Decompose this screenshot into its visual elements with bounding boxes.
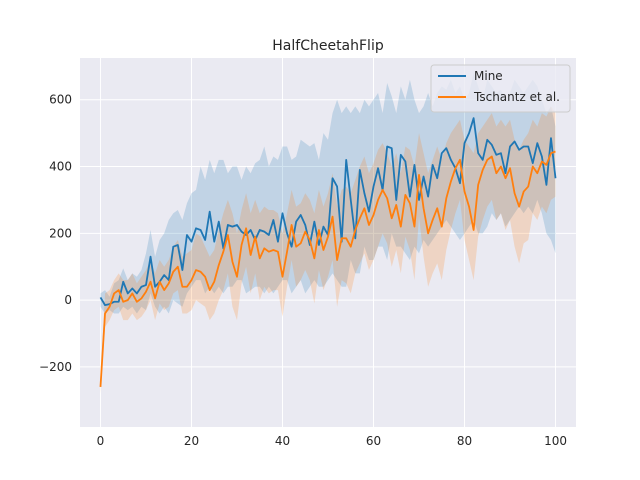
y-axis-ticks: −200 0 200 400 600: [39, 93, 72, 374]
legend-label-mine: Mine: [474, 69, 503, 83]
y-tick-label: 600: [49, 93, 72, 107]
confidence-bands: [100, 73, 556, 394]
y-tick-label: 0: [64, 293, 72, 307]
x-tick-label: 60: [366, 434, 381, 448]
band-series-0: [100, 73, 556, 314]
legend[interactable]: Mine Tschantz et al.: [430, 64, 571, 113]
legend-label-tschantz: Tschantz et al.: [473, 90, 560, 104]
y-tick-label: 400: [49, 160, 72, 174]
band-series-1: [100, 106, 556, 394]
chart-title: HalfCheetahFlip: [272, 38, 384, 54]
x-tick-label: 80: [457, 434, 472, 448]
series-lines: [99, 117, 557, 387]
x-tick-label: 20: [184, 434, 199, 448]
x-tick-label: 0: [97, 434, 105, 448]
x-axis-ticks: 0 20 40 60 80 100: [97, 434, 567, 448]
grid: [80, 58, 576, 427]
x-tick-label: 40: [275, 434, 290, 448]
x-tick-label: 100: [544, 434, 567, 448]
plot-area: [80, 58, 576, 427]
y-tick-label: −200: [39, 360, 72, 374]
y-tick-label: 200: [49, 226, 72, 240]
line-series-1: [99, 150, 556, 387]
